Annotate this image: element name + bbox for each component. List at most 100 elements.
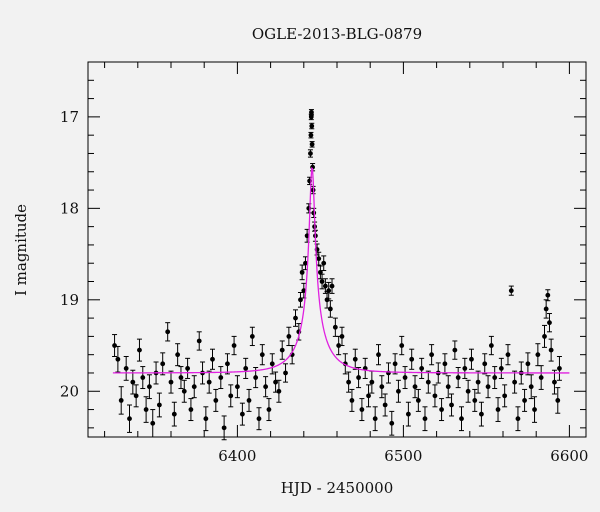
point-marker [359,407,365,412]
point-marker [405,411,411,417]
point-marker [459,416,464,422]
point-marker [178,375,184,380]
data-point [528,374,534,400]
data-point [459,406,464,432]
data-point [492,366,498,390]
data-point [356,366,362,389]
data-point [445,375,451,399]
point-marker [505,352,511,358]
data-point [495,397,501,422]
point-marker [442,361,448,367]
data-point [276,379,282,403]
axis-ticks [88,61,586,437]
data-point [455,366,461,389]
point-marker [332,324,338,330]
data-point [482,353,488,375]
point-marker [286,333,292,339]
data-point [243,357,249,379]
point-marker [221,425,227,431]
data-point [376,344,381,366]
data-point [452,340,458,360]
point-marker [485,384,491,390]
point-marker [308,114,314,120]
point-marker [140,375,146,380]
data-point [405,401,411,427]
data-point [156,392,162,418]
point-marker [249,333,255,339]
data-point [289,345,295,365]
data-point [439,398,445,422]
data-point [168,370,174,394]
point-marker [130,379,136,385]
y-axis-title: I magnitude [12,204,30,296]
point-marker [422,416,428,422]
point-marker [557,366,562,371]
data-point [429,344,435,366]
point-marker [299,269,305,275]
point-marker [429,352,435,358]
data-point [522,388,528,412]
point-marker [366,393,371,399]
point-marker [372,416,378,422]
point-marker [462,366,468,371]
point-marker [452,347,458,353]
data-point [502,384,508,408]
point-marker [308,132,314,138]
data-point [185,357,191,379]
data-point [379,375,385,399]
data-point [133,384,139,408]
data-point [546,313,552,333]
data-point [395,379,401,403]
point-marker [538,375,544,380]
data-point [279,340,285,360]
point-marker [231,343,237,348]
data-point [415,388,421,412]
point-marker [269,361,275,367]
point-marker [412,384,418,390]
point-marker [425,379,431,385]
point-marker [218,375,224,380]
point-marker [535,352,541,358]
point-marker [492,375,498,380]
data-point [422,406,428,432]
tick-labels: 6400 6500 6600 17 18 19 20 [60,108,589,465]
point-marker [329,283,335,289]
point-marker [548,347,554,353]
data-point [115,345,121,373]
data-point [372,406,378,432]
data-point [382,393,388,417]
data-point [542,324,547,348]
data-point [488,335,494,356]
data-point [249,326,255,347]
chart-title: OGLE-2013-BLG-0879 [252,25,422,43]
point-marker [498,366,504,371]
point-marker [118,398,124,403]
data-point [327,300,333,318]
point-marker [203,416,209,422]
data-point [206,370,212,394]
x-tick-label: 6500 [384,447,422,465]
point-marker [382,402,388,408]
point-marker [168,379,174,385]
point-marker [327,306,333,312]
data-point [165,322,171,342]
data-point [508,285,514,296]
point-marker [123,366,129,371]
point-marker [532,407,537,412]
point-marker [279,347,285,353]
point-marker [472,398,478,403]
point-marker [445,384,451,390]
data-point [308,131,314,139]
data-point [213,388,219,412]
point-marker [283,370,288,376]
point-marker [419,366,425,371]
point-marker [273,379,278,385]
point-marker [475,379,481,385]
data-point [256,407,262,431]
point-marker [112,343,117,348]
point-marker [196,338,202,344]
data-point [432,384,438,408]
point-marker [356,375,361,380]
data-point [210,348,215,370]
